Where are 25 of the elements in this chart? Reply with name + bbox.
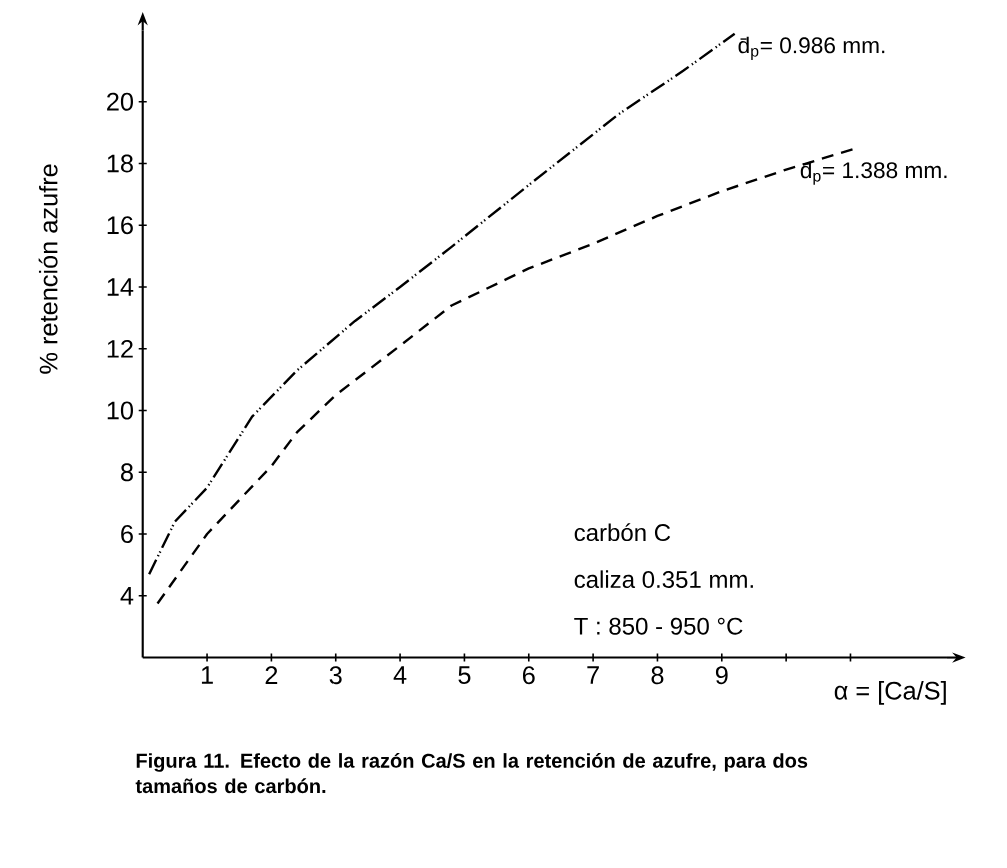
x-tick-label: 6: [523, 666, 535, 685]
x-axis-title: α = [Ca/S]: [834, 680, 946, 705]
x-tick-label: 7: [587, 666, 599, 684]
y-tick-label: 8: [121, 463, 133, 482]
x-tick-label: 9: [715, 666, 728, 685]
annotation: carbón C: [574, 523, 671, 541]
x-tick-label: 5: [458, 666, 471, 684]
x-tick-label: 3: [329, 666, 342, 685]
x-tick-label: 2: [265, 666, 278, 684]
annotation: T : 850 - 950 °C: [574, 617, 743, 635]
x-tick-label: 4: [393, 666, 407, 684]
series-label: d̄$_{p}$= 0.986 mm.: [738, 36, 885, 60]
y-axis-title: % retención azufre: [38, 164, 58, 374]
x-tick-label: 1: [201, 666, 213, 684]
y-tick-label: 14: [107, 278, 134, 296]
y-tick-label: 4: [120, 586, 134, 605]
text: Figura 11. Efecto de la razón Ca/S en la retención de azufre, para dos tamaños de carbón.: [135, 752, 808, 794]
y-tick-label: 12: [107, 339, 133, 358]
y-tick-label: 10: [107, 401, 133, 420]
y-tick-label: 16: [107, 216, 133, 235]
x-tick-label: 8: [651, 666, 664, 685]
y-tick-label: 18: [107, 154, 133, 173]
annotation: caliza 0.351 mm.: [574, 570, 753, 588]
y-tick-label: 20: [107, 92, 133, 111]
y-tick-label: 6: [121, 524, 133, 543]
